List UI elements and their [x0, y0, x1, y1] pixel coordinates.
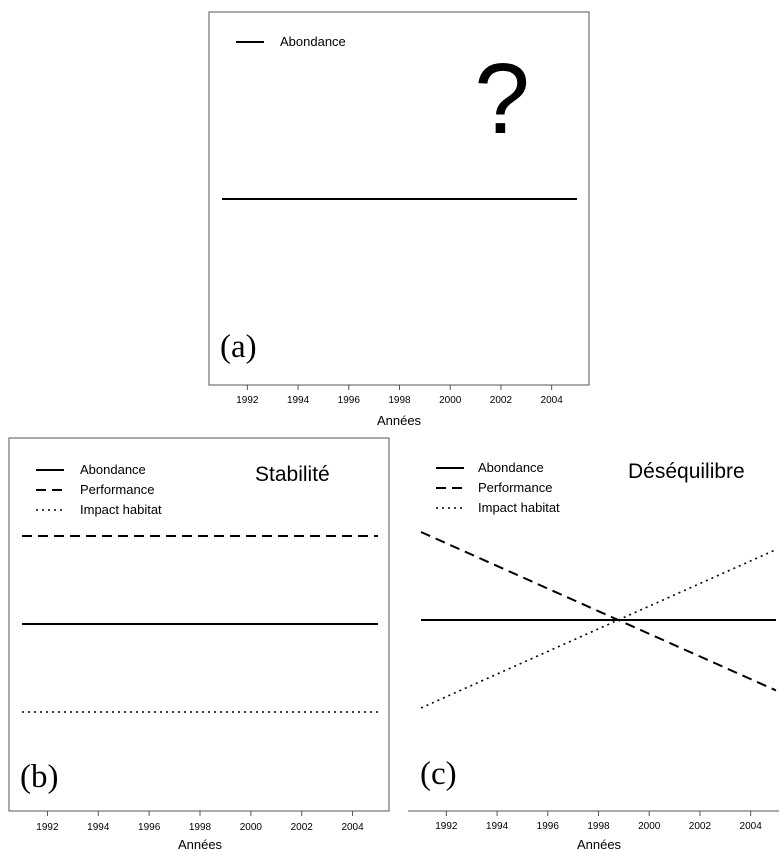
panel-c: 1992 1994 1996 1998 2000 2002 2004 Abondance Pe…	[408, 460, 779, 852]
panel-a-xtick-label: 1998	[388, 395, 411, 406]
panel-a-xtick-label: 2004	[541, 395, 564, 406]
panel-a-xtick-label: 1992	[236, 395, 259, 406]
panel-a-xaxis: 1992 1994 1996 1998 2000 2002 2004	[236, 385, 563, 406]
panel-b: 1992 1994 1996 1998 2000 2002 2004 Abondance Pe…	[8, 437, 390, 852]
panel-c-xlabel: Années	[577, 837, 622, 852]
panel-c-xtick-label: 2004	[740, 821, 763, 832]
panel-c-series-impact-habitat	[420, 548, 777, 709]
panel-b-xtick-label: 1998	[189, 822, 212, 833]
panel-c-xtick-label: 1998	[587, 821, 610, 832]
panel-c-legend-label: Impact habitat	[478, 500, 560, 515]
panel-c-xtick-label: 2002	[689, 821, 712, 832]
panel-b-xtick-label: 2000	[240, 822, 263, 833]
panel-a-xtick-label: 1996	[338, 395, 361, 406]
panel-b-series	[22, 535, 378, 713]
panel-a-xtick-label: 2000	[439, 395, 462, 406]
panel-b-legend-label: Abondance	[80, 462, 146, 477]
panel-c-legend-label: Performance	[478, 480, 552, 495]
panel-a-legend: Abondance	[236, 34, 346, 49]
panel-b-legend: Abondance Performance Impact habitat	[36, 462, 162, 517]
panel-b-legend-label: Performance	[80, 482, 154, 497]
panel-a-xtick-label: 2002	[490, 395, 513, 406]
panel-c-series-performance	[420, 531, 777, 692]
panel-b-xaxis: 1992 1994 1996 1998 2000 2002 2004	[36, 811, 364, 833]
panel-a-xlabel: Années	[377, 413, 422, 428]
panel-b-xtick-label: 1996	[138, 822, 161, 833]
panel-b-xtick-label: 1992	[36, 822, 59, 833]
panel-c-legend: Abondance Performance Impact habitat	[436, 460, 560, 515]
panel-b-title: Stabilité	[255, 463, 330, 486]
panel-a: 1992 1994 1996 1998 2000 2002 2004 Abondance ?…	[208, 11, 590, 428]
panel-a-xtick-label: 1994	[287, 395, 310, 406]
panel-b-xtick-label: 2004	[341, 822, 364, 833]
panel-b-label: (b)	[20, 759, 58, 795]
panel-b-xtick-label: 1994	[87, 822, 110, 833]
panel-b-xlabel: Années	[178, 837, 223, 852]
panel-c-xtick-label: 1992	[435, 821, 458, 832]
panel-c-legend-label: Abondance	[478, 460, 544, 475]
panel-c-xaxis: 1992 1994 1996 1998 2000 2002 2004	[435, 811, 762, 832]
panel-b-frame	[8, 437, 390, 812]
panel-b-xtick-label: 2002	[291, 822, 314, 833]
panel-a-label: (a)	[220, 329, 257, 365]
panel-a-annotation: ?	[474, 43, 530, 155]
panel-b-legend-label: Impact habitat	[80, 502, 162, 517]
panel-c-title: Déséquilibre	[628, 460, 745, 483]
panel-c-label: (c)	[420, 756, 457, 792]
panel-c-xtick-label: 1994	[486, 821, 509, 832]
panel-c-xtick-label: 1996	[537, 821, 560, 832]
panel-c-xtick-label: 2000	[638, 821, 661, 832]
panel-c-series	[420, 531, 777, 709]
panel-a-legend-label: Abondance	[280, 34, 346, 49]
